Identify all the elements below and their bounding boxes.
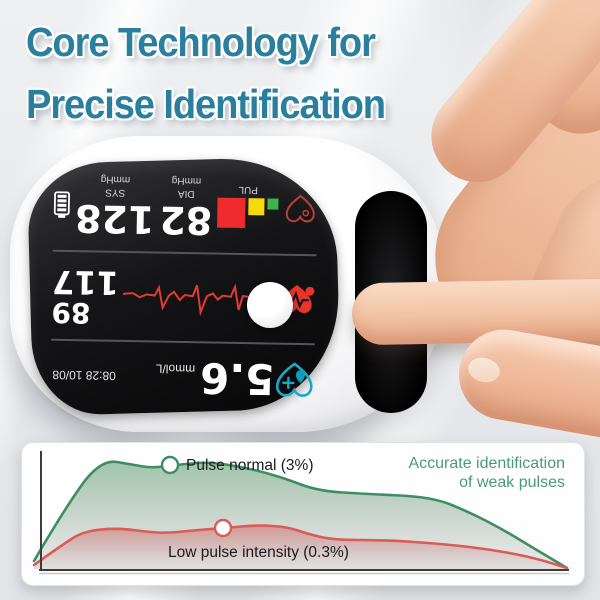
- dia-block: 82 DIA mmHg: [159, 174, 213, 243]
- time-value: 08:28: [85, 368, 116, 384]
- pul-block: PUL: [217, 183, 279, 232]
- pulse-rate-value: 117: [51, 262, 120, 302]
- label-pulse-normal: Pulse normal (3%): [186, 457, 314, 474]
- pulse-bar-red: [217, 197, 246, 228]
- sys-unit: mmHg: [100, 173, 131, 185]
- sys-value: 128: [74, 196, 155, 242]
- spo2-value: 89: [51, 295, 91, 330]
- teal-heart-drop-icon: [275, 362, 313, 397]
- line-pulse-normal: [32, 460, 569, 570]
- label-low-pulse-intensity: Low pulse intensity (0.3%): [168, 544, 349, 561]
- page-title-line1: Core Technology for: [26, 19, 376, 65]
- dia-value: 82: [159, 197, 213, 243]
- pulse-chart-card: Pulse normal (3%) Low pulse intensity (0.…: [21, 442, 585, 586]
- page-title: Core Technology for Precise Identificati…: [26, 12, 386, 135]
- dia-unit: mmHg: [171, 174, 202, 186]
- screen-row-bp: PUL 82 DIA mmHg 128 SYS mmHg: [47, 170, 324, 244]
- line-low-pulse-intensity: [32, 524, 569, 570]
- index-finger-in-device: [351, 278, 600, 346]
- chart-annotation-line2: of weak pulses: [459, 474, 565, 491]
- chart-annotation-line1: Accurate identification: [408, 455, 565, 472]
- pulse-area-chart: Pulse normal (3%) Low pulse intensity (0.…: [32, 451, 569, 575]
- sys-block: 128 SYS mmHg: [74, 172, 155, 242]
- time-date-block: 08:28 10/08: [52, 367, 116, 383]
- pulse-bar-green: [267, 197, 279, 210]
- marker-pulse-normal: [160, 455, 180, 475]
- area-low-pulse-intensity: [34, 525, 567, 569]
- screen-divider-1: [51, 339, 316, 346]
- page-title-line2: Precise Identification: [26, 80, 386, 127]
- date-value: 10/08: [52, 368, 83, 383]
- battery-icon: [53, 190, 71, 218]
- pulse-strength-bars: [217, 197, 279, 232]
- chart-layer: Pulse normal (3%) Low pulse intensity (0.…: [32, 455, 569, 570]
- pulse-bar-yellow: [248, 197, 265, 215]
- screen-divider-2: [52, 249, 317, 256]
- spo2-pulse-column: 89 117: [51, 262, 120, 330]
- screen-row-glucose: 5.6 mmol/L 08:28 10/08: [44, 352, 321, 404]
- device-screen: 5.6 mmol/L 08:28 10/08: [26, 156, 342, 416]
- heart-outline-icon: [285, 194, 315, 222]
- thumb: [451, 322, 600, 452]
- device-power-button: [247, 282, 293, 328]
- glucose-unit: mmol/L: [155, 361, 196, 377]
- pul-label: PUL: [238, 183, 259, 195]
- glucose-value: 5.6: [199, 353, 275, 404]
- marker-low-pulse-intensity: [213, 518, 233, 538]
